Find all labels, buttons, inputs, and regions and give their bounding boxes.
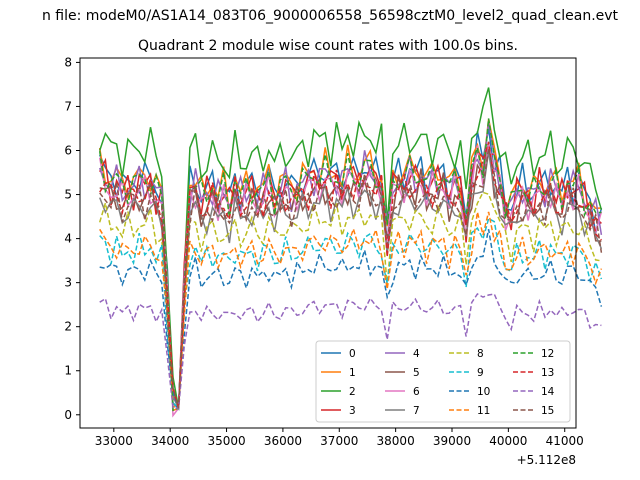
legend-label-14: 14 (541, 386, 555, 398)
y-tick-label: 6 (64, 144, 72, 158)
legend-label-9: 9 (477, 367, 484, 379)
x-offset-label: +5.112e8 (517, 453, 576, 467)
legend-label-15: 15 (541, 405, 554, 417)
plot-frame (79, 57, 577, 429)
series-line-15 (99, 148, 603, 409)
y-tick-label: 1 (64, 364, 72, 378)
legend-box (315, 340, 571, 423)
legend-label-12: 12 (541, 348, 554, 360)
x-tick-label: 37000 (320, 434, 358, 448)
legend-label-0: 0 (349, 348, 356, 360)
legend-label-5: 5 (413, 367, 420, 379)
x-tick-label: 34000 (151, 434, 189, 448)
y-tick-label: 5 (64, 188, 72, 202)
x-tick-label: 35000 (207, 434, 245, 448)
y-tick-label: 2 (64, 320, 72, 334)
y-tick-label: 8 (64, 55, 72, 69)
x-tick-label: 33000 (95, 434, 133, 448)
x-tick-label: 36000 (264, 434, 302, 448)
chart-title: Quadrant 2 module wise count rates with … (138, 38, 518, 54)
y-tick-label: 7 (64, 99, 72, 113)
legend-label-10: 10 (477, 386, 490, 398)
legend-label-1: 1 (349, 367, 356, 379)
y-tick-label: 4 (64, 232, 72, 246)
x-tick-label: 41000 (546, 434, 584, 448)
figure-suptitle: n file: modeM0/AS1A14_083T06_9000006558_… (41, 8, 619, 24)
series-line-13 (99, 141, 602, 409)
legend-label-4: 4 (413, 348, 420, 360)
x-tick-label: 40000 (489, 434, 527, 448)
legend-label-13: 13 (541, 367, 554, 379)
legend-label-3: 3 (349, 405, 356, 417)
legend-label-6: 6 (413, 386, 420, 398)
legend-label-11: 11 (477, 405, 490, 417)
legend-label-7: 7 (413, 405, 420, 417)
series-line-14 (99, 293, 602, 410)
legend-label-8: 8 (477, 348, 484, 360)
series-line-11 (99, 211, 603, 410)
series-line-10 (99, 229, 603, 409)
y-tick-label: 3 (64, 276, 72, 290)
y-tick-label: 0 (64, 408, 72, 422)
legend-label-2: 2 (349, 386, 356, 398)
x-tick-label: 39000 (433, 434, 471, 448)
x-tick-label: 38000 (377, 434, 415, 448)
